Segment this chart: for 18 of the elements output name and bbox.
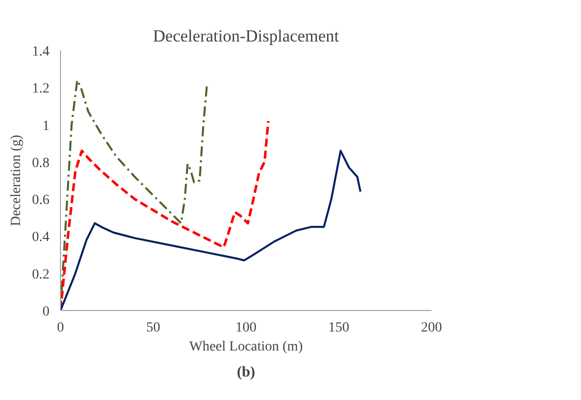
y-tick-label: 1.2 (32, 82, 50, 97)
y-tick-label: 1.4 (32, 44, 50, 60)
x-tick-label: 50 (146, 320, 160, 336)
x-tick-label: 100 (236, 320, 256, 336)
y-axis-title: Deceleration (g) (9, 134, 24, 226)
chart-title: Deceleration-Displacement (153, 26, 340, 46)
x-tick-label: 150 (328, 320, 350, 336)
y-tick-label: 0.6 (32, 193, 50, 208)
y-tick-label: 1 (42, 118, 50, 134)
line-series (60, 150, 362, 310)
y-tick-label: 0 (42, 304, 50, 320)
x-tick-label: 0 (57, 320, 64, 336)
y-tick-label: 0.4 (32, 230, 50, 246)
x-axis-title: Wheel Location (m) (189, 340, 304, 354)
y-tick-label: 0.2 (32, 267, 50, 282)
y-tick-label: 0.8 (32, 156, 50, 171)
x-tick-label: 200 (421, 320, 442, 336)
text: (b) (236, 364, 256, 380)
